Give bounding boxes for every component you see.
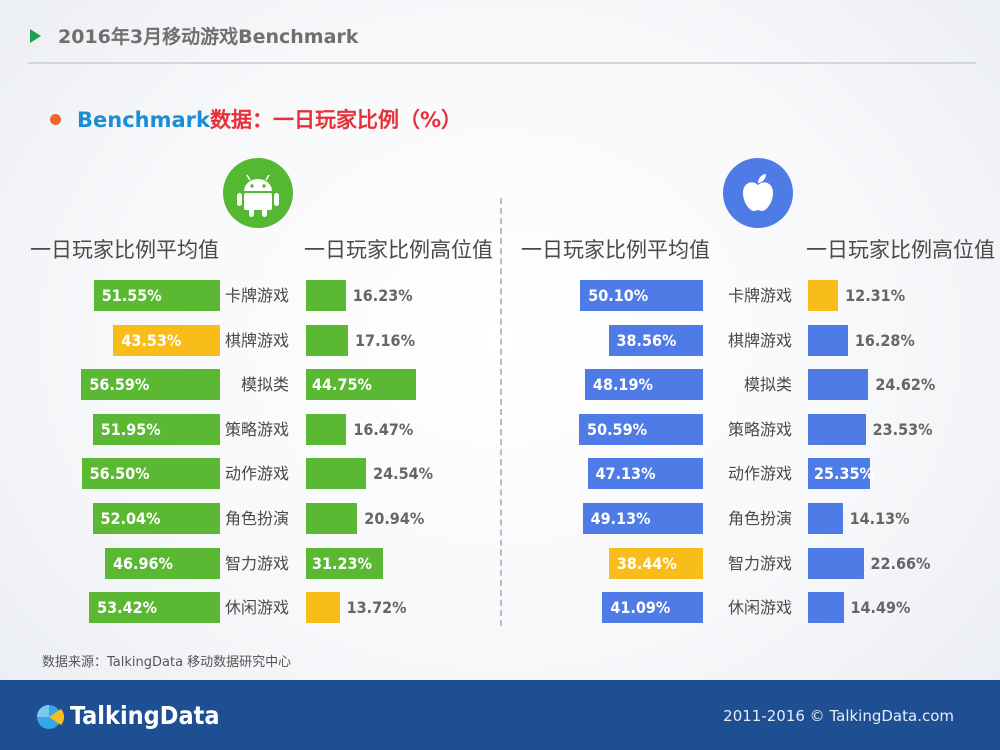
header-divider [28, 62, 976, 64]
ios-high-bar-rpg [808, 503, 843, 534]
ios-high-bar-action [808, 458, 871, 490]
ios-high-bar-casual [808, 592, 844, 624]
ios-high-bar-board [808, 324, 848, 356]
ios-category-rpg: 角色扮演 [727, 509, 792, 528]
chart-subtitle: Benchmark数据：一日玩家比例（%） [50, 104, 462, 134]
android-category-puzzle: 智力游戏 [224, 553, 289, 573]
ios-avg-bar-board [608, 324, 703, 356]
android-high-label-simulation: 44.75% [312, 375, 372, 395]
footer-bar: TalkingData 2011-2016 © TalkingData.com [0, 680, 1000, 750]
ios-high-label-simulation: 24.62% [875, 375, 936, 395]
android-high-bar-casual [306, 592, 340, 624]
android-avg-label-puzzle: 46.96% [112, 553, 173, 573]
android-avg-bar-card [93, 280, 220, 311]
android-avg-bar-rpg [92, 503, 220, 534]
bullet-dot [50, 113, 61, 125]
android-avg-bar-action [81, 458, 220, 490]
android-avg-label-casual: 53.42% [97, 598, 158, 618]
android-avg-header: 一日玩家比例平均值 [30, 238, 219, 262]
ios-category-casual: 休闲游戏 [727, 598, 792, 618]
ios-high-label-card: 12.31% [845, 286, 906, 305]
ios-high-bar-card [808, 280, 839, 311]
ios-avg-header: 一日玩家比例平均值 [521, 238, 710, 262]
android-category-casual: 休闲游戏 [224, 598, 289, 618]
ios-avg-label-action: 47.13% [595, 464, 656, 484]
ios-avg-bar-action [587, 458, 703, 490]
android-avg-label-rpg: 52.04% [100, 509, 161, 528]
ios-avg-label-card: 50.10% [588, 286, 649, 305]
android-category-strategy: 策略游戏 [224, 419, 289, 439]
ios-avg-bar-card [580, 280, 703, 311]
android-high-bar-strategy [306, 413, 347, 445]
android-avg-label-action: 56.50% [89, 464, 150, 484]
android-high-bar-puzzle [306, 547, 383, 579]
android-high-bar-board [306, 324, 349, 356]
apple-icon [723, 158, 793, 228]
android-high-bar-action [306, 458, 367, 490]
android-high-header: 一日玩家比例高位值 [304, 238, 493, 262]
ios-category-puzzle: 智力游戏 [727, 553, 792, 573]
android-avg-label-card: 51.55% [101, 286, 162, 305]
android-avg-label-board: 43.53% [121, 330, 182, 350]
ios-category-card: 卡牌游戏 [727, 286, 792, 305]
ios-category-board: 棋牌游戏 [727, 330, 792, 350]
android-avg-bar-simulation [81, 369, 220, 401]
footer-brand: TalkingData [70, 701, 220, 730]
subtitle-en: Benchmark [77, 108, 210, 132]
subtitle-zh: 数据：一日玩家比例（%） [209, 108, 463, 132]
android-avg-bar-strategy [92, 413, 220, 445]
android-high-bar-rpg [306, 503, 358, 534]
ios-avg-label-rpg: 49.13% [590, 509, 651, 528]
android-category-board: 棋牌游戏 [224, 330, 289, 350]
platform-divider [500, 198, 502, 626]
android-category-action: 动作游戏 [224, 464, 289, 484]
android-category-rpg: 角色扮演 [224, 509, 289, 528]
android-high-label-action: 24.54% [373, 464, 434, 484]
ios-avg-bar-rpg [582, 503, 703, 534]
ios-high-label-board: 16.28% [854, 330, 915, 350]
android-category-card: 卡牌游戏 [224, 286, 289, 305]
ios-high-label-strategy: 23.53% [872, 419, 933, 439]
ios-avg-label-board: 38.56% [616, 330, 677, 350]
android-high-label-strategy: 16.47% [353, 419, 414, 439]
ios-high-bar-strategy [808, 413, 866, 445]
ios-high-bar-simulation [808, 369, 869, 401]
ios-category-strategy: 策略游戏 [727, 419, 792, 439]
android-icon [223, 158, 293, 228]
header-play-triangle-icon [30, 29, 41, 43]
talkingdata-logo-icon [37, 705, 65, 729]
ios-high-label-action: 25.35% [814, 464, 874, 484]
ios-avg-bar-simulation [584, 369, 703, 401]
android-avg-label-simulation: 56.59% [89, 375, 150, 395]
data-source-note: 数据来源：TalkingData 移动数据研究中心 [42, 655, 292, 670]
ios-high-label-rpg: 14.13% [849, 509, 910, 528]
android-avg-bar-puzzle [104, 547, 220, 579]
ios-category-simulation: 模拟类 [743, 375, 792, 395]
ios-high-header: 一日玩家比例高位值 [806, 238, 995, 262]
android-high-label-board: 17.16% [355, 330, 415, 350]
footer-copyright: 2011-2016 © TalkingData.com [723, 707, 954, 725]
ios-avg-label-simulation: 48.19% [592, 375, 653, 395]
android-avg-bar-casual [89, 592, 220, 624]
ios-high-label-casual: 14.49% [850, 598, 911, 618]
ios-high-label-puzzle: 22.66% [870, 553, 931, 573]
android-high-label-casual: 13.72% [346, 598, 407, 618]
ios-avg-label-puzzle: 38.44% [616, 553, 677, 573]
ios-category-action: 动作游戏 [727, 464, 792, 484]
android-high-label-puzzle: 31.23% [312, 553, 372, 573]
android-high-bar-card [306, 280, 346, 311]
android-high-label-rpg: 20.94% [364, 509, 425, 528]
android-category-simulation: 模拟类 [240, 375, 289, 395]
android-avg-label-strategy: 51.95% [100, 419, 161, 439]
page-title: 2016年3月移动游戏Benchmark [58, 26, 359, 48]
android-high-bar-simulation [306, 369, 416, 401]
ios-high-bar-puzzle [808, 547, 864, 579]
ios-avg-label-casual: 41.09% [610, 598, 671, 618]
android-avg-bar-board [113, 324, 220, 356]
ios-avg-bar-strategy [579, 413, 703, 445]
ios-avg-bar-casual [602, 592, 703, 624]
ios-avg-label-strategy: 50.59% [587, 419, 647, 439]
ios-avg-bar-puzzle [608, 547, 703, 579]
android-high-label-card: 16.23% [352, 286, 413, 305]
